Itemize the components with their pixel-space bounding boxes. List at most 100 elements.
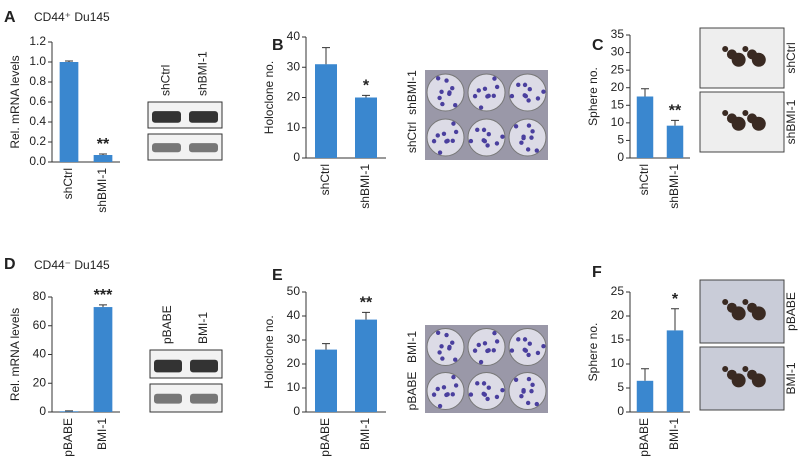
colony bbox=[435, 133, 440, 138]
colony bbox=[468, 138, 474, 144]
colony bbox=[451, 374, 456, 380]
panel-letter: D bbox=[4, 256, 16, 273]
blot-band bbox=[154, 359, 182, 373]
error-bar bbox=[641, 368, 649, 381]
bar bbox=[93, 307, 113, 412]
colony bbox=[450, 86, 455, 91]
colony bbox=[494, 394, 500, 400]
colony bbox=[494, 84, 500, 90]
colony bbox=[475, 127, 480, 133]
colony bbox=[472, 93, 478, 99]
y-tick-label: 25 bbox=[611, 284, 625, 298]
colony bbox=[444, 78, 449, 83]
colony bbox=[525, 147, 531, 152]
colony bbox=[516, 337, 521, 342]
colony bbox=[509, 93, 515, 99]
y-tick-label: 40 bbox=[33, 347, 47, 361]
colony bbox=[486, 385, 491, 390]
significance: * bbox=[363, 78, 370, 95]
y-tick-label: 10 bbox=[287, 380, 301, 394]
y-tick-label: 10 bbox=[611, 356, 625, 370]
y-tick-label: 80 bbox=[33, 289, 47, 303]
colony bbox=[450, 392, 455, 397]
sphere bbox=[742, 299, 749, 306]
y-tick-label: 0 bbox=[617, 404, 624, 418]
colony bbox=[494, 339, 500, 344]
colony bbox=[535, 350, 541, 356]
blot-band bbox=[152, 111, 181, 123]
y-axis-label: Sphere no. bbox=[586, 67, 600, 126]
sphere bbox=[731, 373, 746, 388]
colony bbox=[485, 396, 490, 402]
y-tick-label: 0.6 bbox=[29, 94, 46, 108]
colony bbox=[526, 123, 532, 128]
colony bbox=[439, 89, 444, 95]
image-label: pBABE bbox=[160, 305, 174, 344]
y-tick-label: 30 bbox=[287, 59, 301, 73]
blot-band bbox=[190, 359, 218, 373]
y-tick-label: 10 bbox=[287, 120, 301, 134]
colony bbox=[440, 356, 445, 361]
x-tick-label: BMI-1 bbox=[667, 418, 681, 450]
sphere bbox=[722, 299, 729, 306]
subtitle: CD44⁻ Du145 bbox=[34, 258, 110, 272]
well bbox=[426, 118, 465, 157]
y-axis-label: Holoclone no. bbox=[262, 315, 276, 388]
colony bbox=[530, 129, 535, 134]
error-bar bbox=[671, 119, 679, 126]
y-tick-label: 5 bbox=[617, 380, 624, 394]
significance: * bbox=[672, 291, 679, 308]
y-tick-label: 40 bbox=[287, 308, 301, 322]
colony bbox=[521, 134, 526, 139]
x-tick-label: BMI-1 bbox=[95, 418, 109, 450]
y-tick-label: 0 bbox=[293, 150, 300, 164]
colony bbox=[541, 89, 546, 94]
sphere-photo bbox=[699, 346, 785, 411]
subtitle: CD44⁺ Du145 bbox=[34, 10, 110, 24]
panel-letter: F bbox=[592, 264, 602, 281]
well bbox=[426, 328, 465, 366]
colony bbox=[435, 76, 441, 81]
colony bbox=[521, 387, 526, 393]
error-bar bbox=[362, 94, 370, 98]
colony bbox=[534, 148, 540, 153]
sphere bbox=[722, 366, 729, 373]
well bbox=[467, 73, 506, 112]
x-tick-label: shBMI-1 bbox=[667, 164, 681, 209]
bar bbox=[315, 349, 337, 412]
y-tick-label: 20 bbox=[287, 90, 301, 104]
y-axis-label: Sphere no. bbox=[586, 323, 600, 382]
image-label: BMI-1 bbox=[784, 362, 798, 394]
colony bbox=[522, 347, 527, 353]
x-tick-label: BMI-1 bbox=[358, 418, 372, 450]
y-tick-label: 0.0 bbox=[29, 154, 46, 168]
colony bbox=[519, 140, 524, 145]
blot-band bbox=[189, 143, 218, 153]
y-tick-label: 60 bbox=[33, 318, 47, 332]
sphere bbox=[722, 46, 729, 52]
sphere bbox=[742, 46, 749, 52]
sphere bbox=[722, 110, 729, 116]
y-tick-label: 0.2 bbox=[29, 134, 46, 148]
well bbox=[508, 328, 547, 366]
y-axis-label: Rel. mRNA levels bbox=[8, 308, 22, 401]
error-bar bbox=[99, 304, 107, 308]
well bbox=[467, 328, 506, 366]
error-bar bbox=[641, 88, 649, 97]
colony bbox=[481, 391, 486, 397]
colony bbox=[435, 386, 440, 392]
error-bar bbox=[99, 153, 107, 155]
colony bbox=[519, 394, 524, 399]
colony bbox=[522, 337, 528, 342]
colony bbox=[437, 150, 443, 155]
blot-band bbox=[152, 143, 181, 153]
colony bbox=[444, 139, 449, 144]
x-tick-label: shCtrl bbox=[61, 168, 75, 199]
colony bbox=[441, 131, 447, 137]
colony bbox=[526, 352, 531, 358]
colony bbox=[485, 143, 490, 148]
colony bbox=[534, 401, 540, 407]
y-tick-label: 0.4 bbox=[29, 114, 46, 128]
sphere bbox=[751, 52, 766, 67]
colony bbox=[450, 138, 455, 144]
